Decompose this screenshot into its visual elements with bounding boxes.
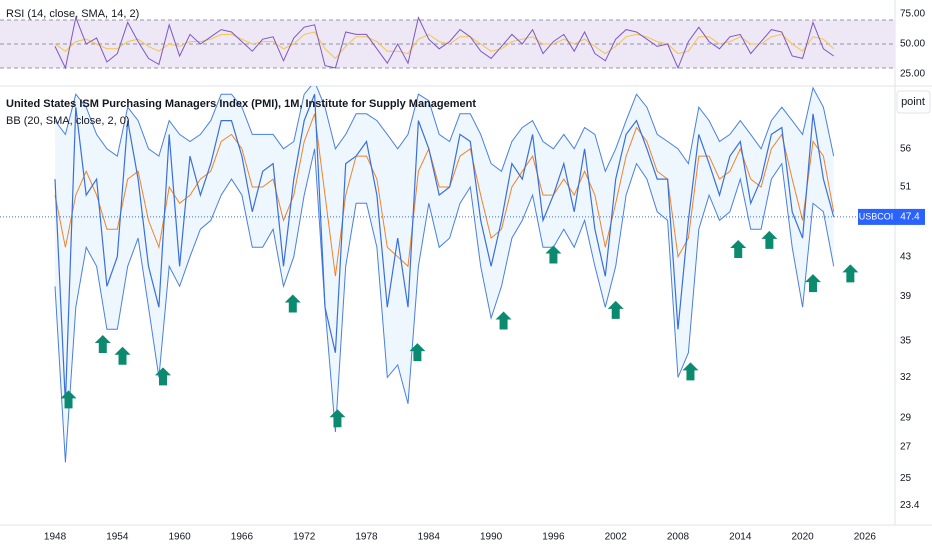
arrow-marker — [842, 264, 859, 283]
symbol-label: USBCOI — [859, 211, 894, 221]
symbol-badge — [858, 208, 895, 225]
scale-button[interactable] — [896, 90, 931, 114]
arrow-marker — [114, 346, 131, 365]
arrow-marker — [804, 274, 821, 293]
price-line — [54, 93, 835, 404]
x-tick-label: 1996 — [542, 532, 565, 543]
arrow-marker — [409, 343, 426, 362]
x-tick-label: 1966 — [231, 532, 254, 543]
y-tick-label: 51 — [900, 182, 912, 193]
y-tick-label: 32 — [900, 372, 912, 383]
x-tick-label: 1960 — [168, 532, 191, 543]
last-value-label: 47.4 — [900, 212, 920, 223]
y-tick-label: 39 — [900, 291, 912, 302]
x-tick-label: 1948 — [44, 532, 67, 543]
arrow-marker — [730, 239, 747, 258]
arrow-marker — [329, 409, 346, 428]
rsi-tick-label: 75.00 — [900, 9, 925, 20]
arrow-marker — [60, 390, 77, 409]
rsi-tick-label: 25.00 — [900, 69, 925, 80]
y-tick-label: 25 — [900, 473, 912, 484]
x-tick-label: 2002 — [605, 532, 628, 543]
x-tick-label: 2014 — [729, 532, 752, 543]
x-tick-label: 1990 — [480, 532, 503, 543]
y-tick-label: 27 — [900, 441, 912, 452]
main-plot — [54, 86, 835, 463]
bb-label: BB (20, SMA, close, 2, 0) — [6, 115, 130, 127]
y-tick-label: 35 — [900, 335, 912, 346]
arrow-marker — [284, 294, 301, 313]
x-tick-label: 1984 — [418, 532, 441, 543]
bb-band-line — [54, 86, 835, 173]
bb-fill — [55, 86, 834, 463]
y-tick-label: 56 — [900, 143, 912, 154]
chart-title: United States ISM Purchasing Managers In… — [6, 98, 476, 110]
x-tick-label: 2020 — [791, 532, 814, 543]
rsi-ma-line — [54, 31, 835, 60]
x-tick-label: 2026 — [854, 532, 877, 543]
arrow-marker — [545, 245, 562, 264]
arrow-marker — [495, 311, 512, 330]
plot-layer: 75.00 50.00 25.00 56 51 43 39 35 32 29 27 25 23.4 194… — [0, 9, 925, 543]
bb-basis — [54, 113, 835, 277]
x-tick-label: 2008 — [667, 532, 690, 543]
rsi-label: RSI (14, close, SMA, 14, 2) — [6, 8, 139, 20]
bb-band-line — [54, 148, 835, 463]
y-tick-label: 43 — [900, 251, 912, 262]
arrow-marker — [761, 230, 778, 249]
x-tick-label: 1978 — [355, 532, 378, 543]
arrow-marker — [682, 362, 699, 381]
last-value-badge — [895, 208, 925, 225]
x-tick-label: 1972 — [293, 532, 316, 543]
arrow-marker — [607, 300, 624, 319]
x-tick-label: 1954 — [106, 532, 129, 543]
arrow-marker — [155, 367, 172, 386]
rsi-tick-label: 50.00 — [900, 39, 925, 50]
arrow-marker — [94, 335, 111, 354]
y-tick-label: 23.4 — [900, 500, 920, 511]
y-tick-label: 29 — [900, 412, 912, 423]
scale-button-label[interactable]: point — [901, 96, 925, 108]
rsi-line — [54, 15, 834, 70]
